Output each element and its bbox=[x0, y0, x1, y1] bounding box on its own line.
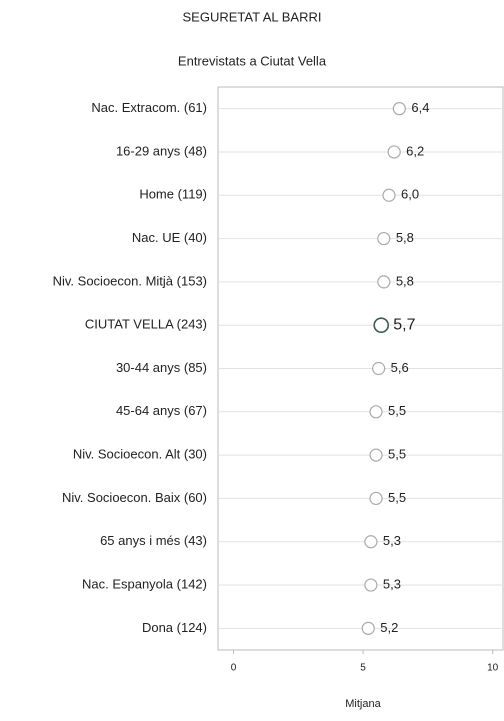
dot bbox=[369, 448, 383, 462]
category-label: 45-64 anys (67) bbox=[116, 403, 207, 418]
dot bbox=[364, 535, 378, 549]
category-label: Nac. UE (40) bbox=[132, 230, 207, 245]
category-label: 30-44 anys (85) bbox=[116, 360, 207, 375]
value-label: 6,2 bbox=[406, 143, 424, 158]
value-label: 5,5 bbox=[388, 490, 406, 505]
category-label: 65 anys i més (43) bbox=[100, 533, 207, 548]
value-label: 5,5 bbox=[388, 447, 406, 462]
category-label: Niv. Socioecon. Mitjà (153) bbox=[53, 273, 207, 288]
dot bbox=[364, 578, 378, 592]
category-label: 16-29 anys (48) bbox=[116, 143, 207, 158]
value-label: 6,4 bbox=[411, 100, 429, 115]
dot bbox=[369, 405, 383, 419]
dot bbox=[373, 317, 390, 333]
x-tick-label: 10 bbox=[487, 663, 499, 674]
value-label: 5,6 bbox=[391, 360, 409, 375]
dot bbox=[377, 231, 391, 246]
dot bbox=[392, 102, 406, 116]
chart-subtitle: Entrevistats a Ciutat Vella bbox=[178, 53, 327, 68]
category-label: Niv. Socioecon. Baix (60) bbox=[62, 490, 207, 505]
value-label: 5,2 bbox=[380, 620, 398, 635]
value-label: 5,3 bbox=[383, 533, 401, 548]
chart-title: SEGURETAT AL BARRI bbox=[183, 9, 322, 24]
category-label: Nac. Espanyola (142) bbox=[82, 576, 207, 591]
dot bbox=[387, 145, 401, 159]
value-label: 6,0 bbox=[401, 187, 419, 202]
x-tick-label: 0 bbox=[231, 663, 237, 674]
dot bbox=[377, 275, 391, 289]
value-label: 5,8 bbox=[396, 230, 414, 245]
dot bbox=[382, 188, 396, 202]
value-label: 5,5 bbox=[388, 403, 406, 418]
category-label: CIUTAT VELLA (243) bbox=[85, 317, 207, 332]
value-label: 5,8 bbox=[396, 273, 414, 288]
category-label: Niv. Socioecon. Alt (30) bbox=[73, 447, 207, 462]
category-label: Nac. Extracom. (61) bbox=[91, 100, 207, 115]
x-tick-label: 5 bbox=[360, 663, 366, 674]
dot bbox=[361, 621, 375, 635]
dot bbox=[372, 361, 386, 376]
x-axis-label: Mitjana bbox=[345, 698, 381, 710]
category-label: Home (119) bbox=[139, 187, 207, 202]
value-label: 5,3 bbox=[383, 576, 401, 591]
value-label: 5,7 bbox=[393, 316, 415, 333]
category-label: Dona (124) bbox=[142, 620, 207, 635]
dot bbox=[369, 491, 383, 506]
